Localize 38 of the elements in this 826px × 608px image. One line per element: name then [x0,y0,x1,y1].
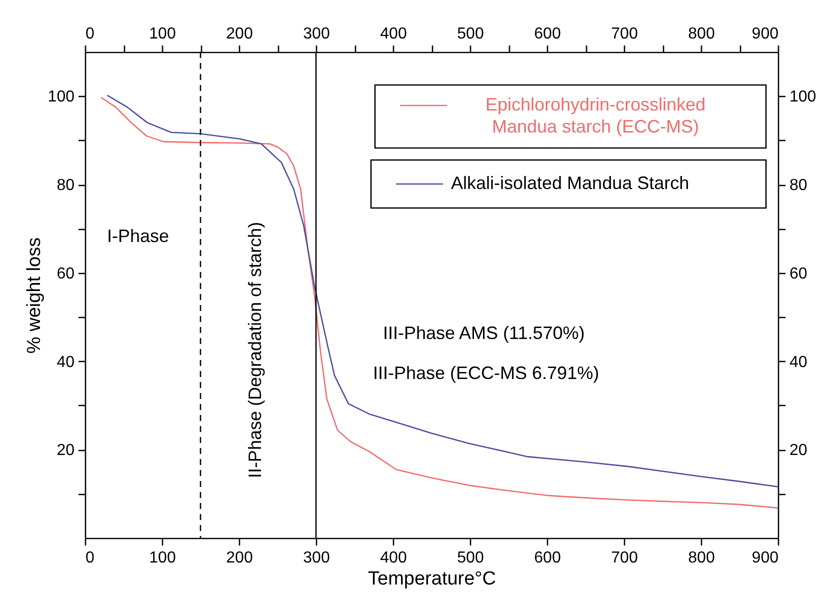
legend-label: Epichlorohydrin-crosslinked Mandua starch (ECC-MS) [485,94,706,136]
annotation: I-Phase [107,226,170,246]
x2-tick-label: 200 [226,550,253,566]
y-tick-label: 20 [56,442,75,460]
x2-tick-label: 600 [534,550,561,566]
x-tick-label: 200 [226,26,253,42]
annotation: III-Phase (ECC-MS 6.791%) [373,363,600,383]
annotation: II-Phase (Degradation of starch) [245,222,265,478]
y2-tick-label: 40 [790,354,808,371]
y-tick-label: 60 [56,265,75,282]
y-axis-title: % weight loss [24,237,45,354]
x-axis-title: Temperature°C [368,568,496,590]
x2-tick-label: 900 [752,550,779,566]
x-tick-label: 600 [534,26,561,42]
x2-tick-label: 500 [457,550,484,566]
y2-tick-label: 20 [790,442,808,460]
annotation: III-Phase AMS (11.570%) [383,323,585,343]
x-tick-label: 700 [611,26,638,42]
x2-tick-label: 0 [86,550,94,566]
x-tick-label: 800 [688,26,715,42]
y2-tick-label: 60 [790,265,808,282]
x-tick-label: 900 [752,26,779,42]
x-tick-label: 100 [149,26,176,42]
x-tick-label: 400 [380,26,407,42]
x2-tick-label: 100 [149,550,176,566]
y-tick-label: 40 [56,354,75,371]
legend-label: Alkali-isolated Mandua Starch [451,173,690,193]
x2-tick-label: 400 [380,550,407,566]
x2-tick-label: 800 [688,550,715,566]
y2-tick-label: 100 [790,88,816,106]
x-tick-label: 0 [86,26,94,42]
x-tick-label: 500 [457,26,484,42]
y2-tick-label: 80 [790,177,808,194]
x2-tick-label: 700 [611,550,638,566]
x2-tick-label: 300 [303,550,330,566]
y-tick-label: 80 [56,177,75,194]
x-tick-label: 300 [303,26,330,42]
y-tick-label: 100 [48,88,75,106]
